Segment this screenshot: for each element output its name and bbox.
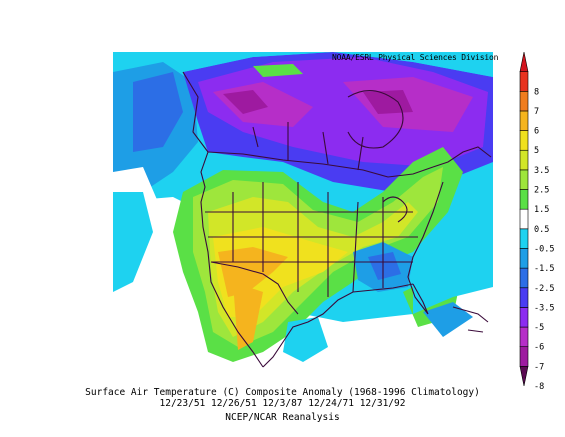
colorbar-label: -1.5 [534, 264, 554, 274]
hudson-bay-outline [347, 90, 404, 149]
colorbar-swatch [519, 149, 529, 171]
caption-dates: 12/23/51 12/26/51 12/3/87 12/24/71 12/31… [159, 398, 406, 409]
pacific-cool-patch [113, 192, 153, 292]
colorbar-swatch [519, 287, 529, 308]
colorbar-svg: -8 -7 -6 -5 -3.5 -2.5 -1.5 -0.5 0.5 1.5 2.5 3.5 5 6 7 8 [519, 51, 554, 392]
colorbar-label: 6 [534, 127, 539, 137]
colorbar-label: -3.5 [534, 303, 554, 313]
northeast-coastline [432, 146, 492, 168]
us-mexico-border [210, 261, 299, 315]
caption-title: Surface Air Temperature (C) Composite An… [85, 387, 480, 398]
colorbar-label: 3.5 [534, 166, 549, 176]
colorbar-swatch [519, 307, 529, 328]
colorbar-label: -7 [534, 362, 544, 372]
anomaly-map [113, 52, 493, 372]
atlantic-cold-patch [423, 302, 473, 337]
colorbar-label: 2.5 [534, 186, 549, 196]
colorbar-swatch [519, 208, 529, 230]
mexico-hot-region [233, 282, 263, 350]
colorbar-label: 0.5 [534, 225, 549, 235]
colorbar-label: -8 [534, 382, 544, 392]
colorbar-swatch [519, 326, 529, 348]
southeast-cold-core [368, 252, 401, 280]
colorbar-label: 8 [534, 87, 539, 97]
map-credit: NOAA/ESRL Physical Sciences Division [332, 53, 499, 62]
colorbar-label: -6 [534, 343, 544, 353]
colorbar-swatch [519, 51, 529, 72]
colorbar-swatch [519, 228, 529, 249]
caribbean-islands [452, 306, 489, 333]
arctic-warm-patch [253, 64, 303, 77]
us-canada-border [207, 151, 434, 178]
colorbar-legend: -8 -7 -6 -5 -3.5 -2.5 -1.5 -0.5 0.5 1.5 2.5 3.5 5 6 7 8 [518, 44, 565, 394]
colorbar-label: 5 [534, 146, 539, 156]
east-coastline [407, 181, 444, 315]
canada-core-cold-region [223, 90, 413, 114]
colorbar-label: -5 [534, 323, 544, 333]
pacific-colder-region [133, 72, 183, 152]
colorbar-swatch [519, 366, 529, 387]
gulf-cool-patch [283, 317, 328, 362]
state-parallel-lines [205, 211, 418, 263]
colorbar-label: -0.5 [534, 244, 554, 254]
gulf-coastline [262, 283, 414, 368]
canada-extreme-cold-region [213, 77, 473, 132]
map-svg [113, 52, 493, 372]
colorbar-swatch [519, 130, 529, 151]
colorbar-swatch [519, 90, 529, 112]
colorbar-swatch [519, 110, 529, 131]
arctic-cool-cap [183, 52, 493, 77]
colorbar-label: 7 [534, 107, 539, 117]
political-boundaries [182, 71, 492, 368]
colorbar-swatch [519, 189, 529, 210]
colorbar-swatch [519, 346, 529, 367]
great-lakes-outline [382, 196, 408, 223]
province-lines [252, 122, 364, 171]
atlantic-cool-band [413, 227, 493, 314]
colorbar-swatch [519, 71, 529, 92]
colorbar-label: -2.5 [534, 284, 554, 294]
colorbar-swatch [519, 169, 529, 190]
west-coastline [182, 71, 264, 368]
colorbar-swatch [519, 248, 529, 269]
colorbar-swatch [519, 267, 529, 289]
colorbar-label: 1.5 [534, 205, 549, 215]
caption-source: NCEP/NCAR Reanalysis [225, 412, 340, 423]
